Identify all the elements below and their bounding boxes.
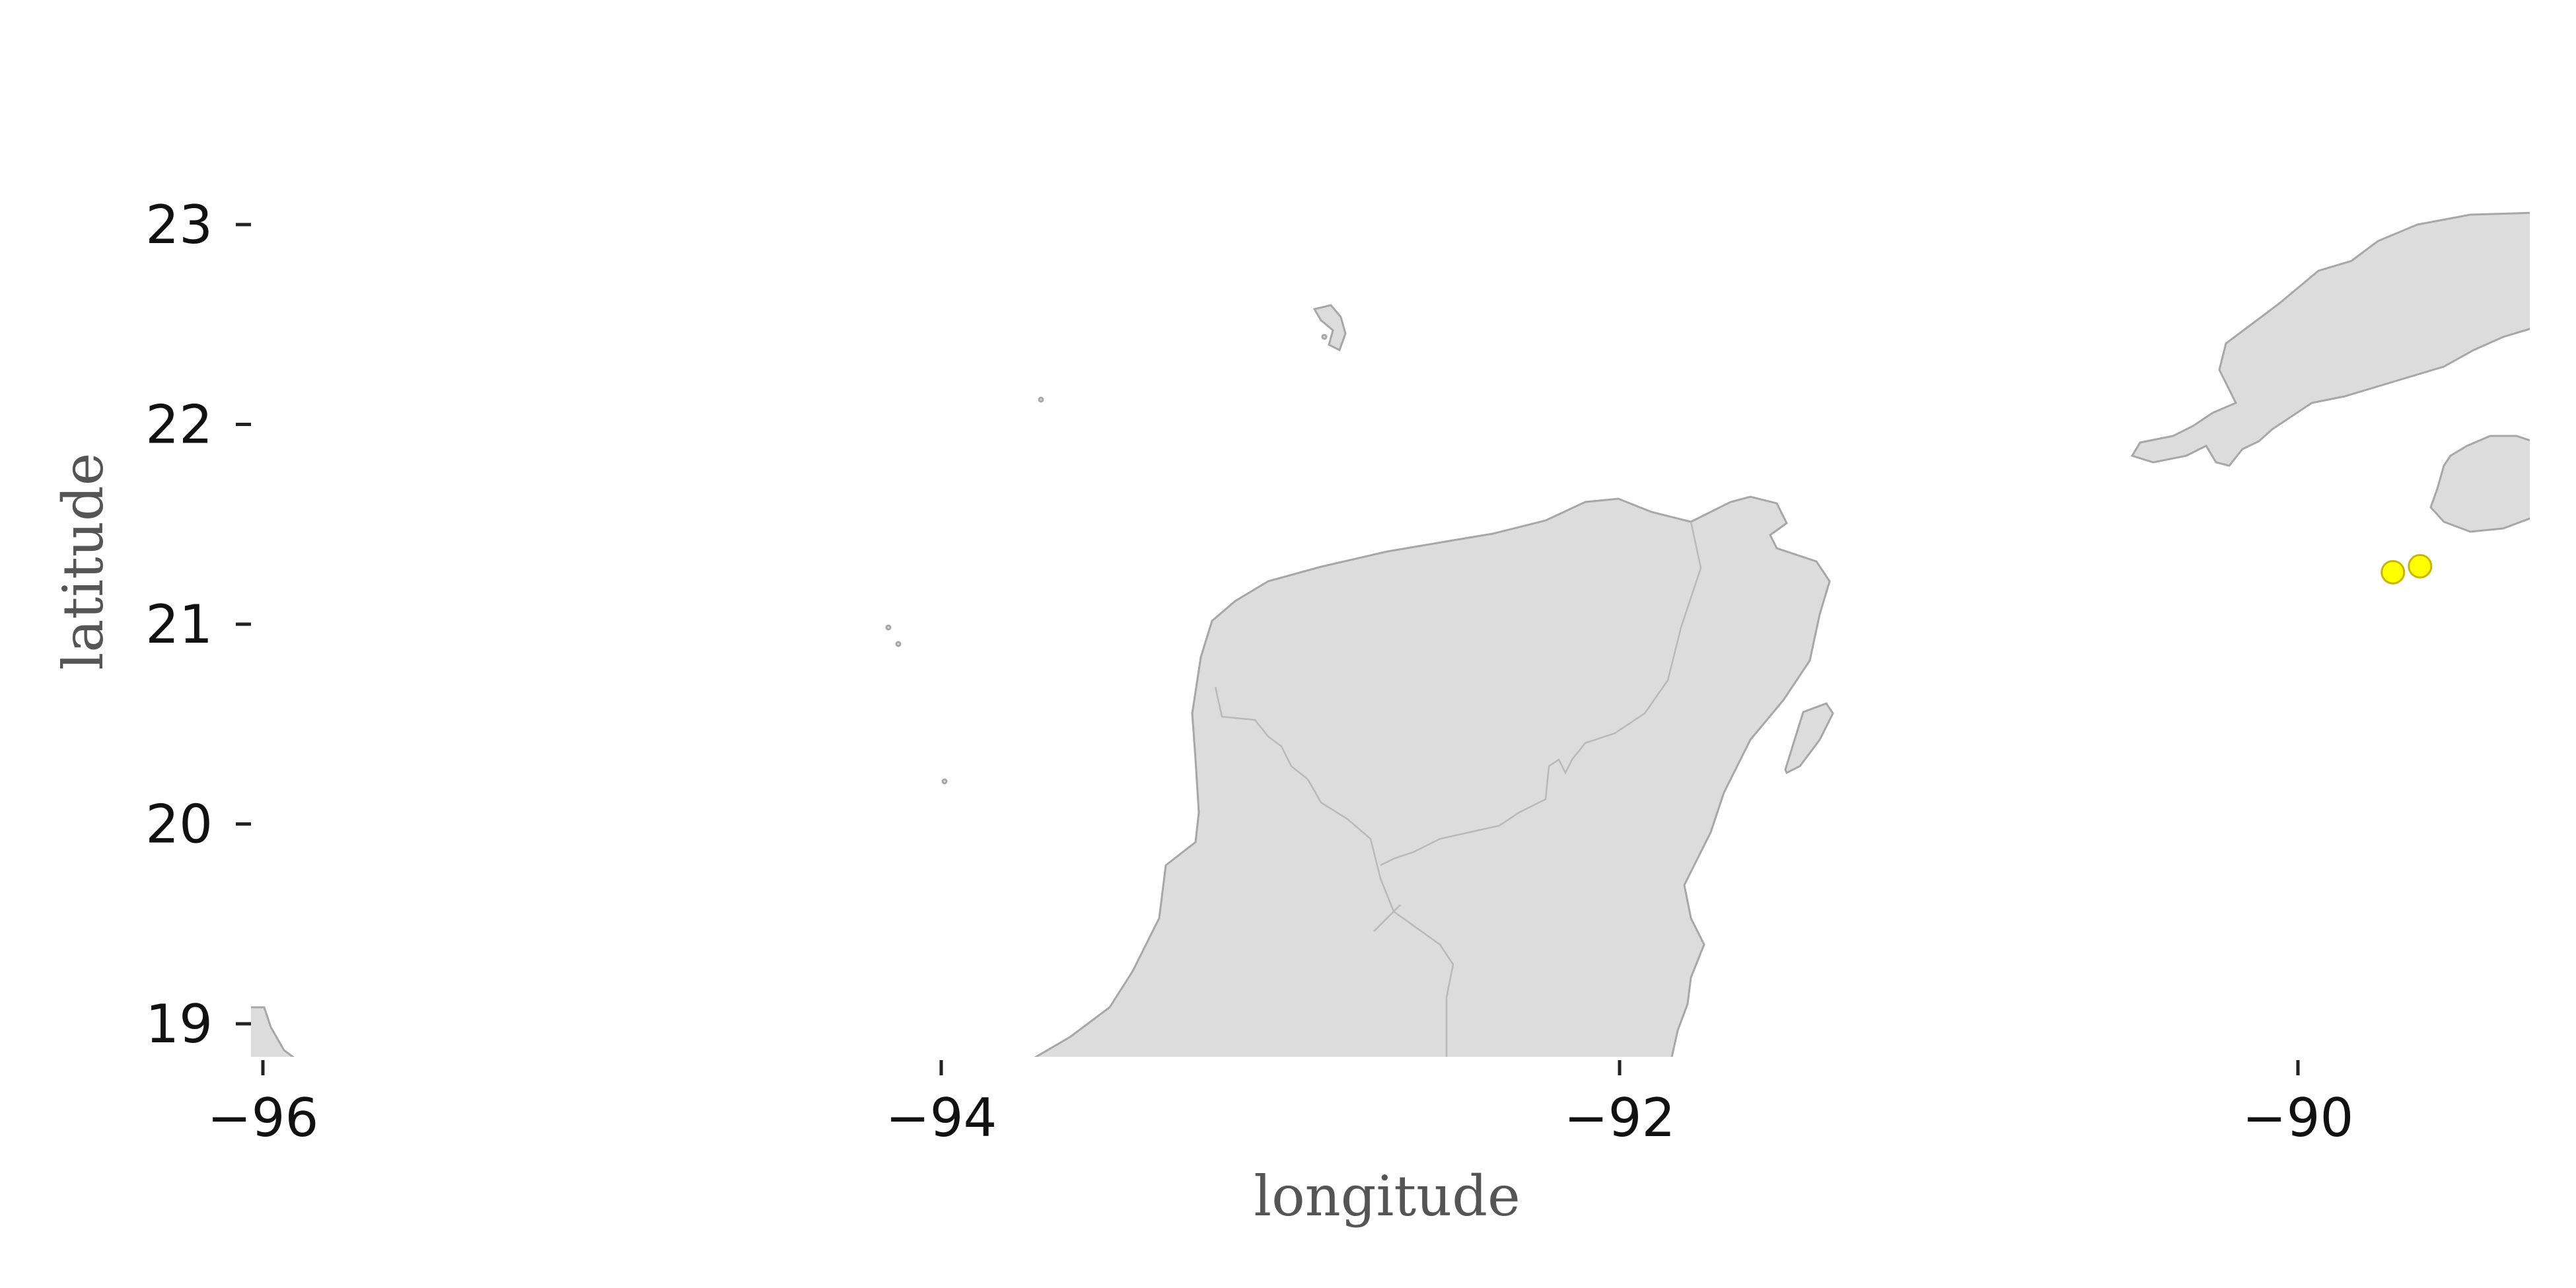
state-border-southern xyxy=(1373,904,1401,932)
x-tick-label: −94 xyxy=(886,1087,997,1149)
y-tick-label: 23 xyxy=(145,194,213,256)
state-border-yucatan-quintana-roo xyxy=(1380,521,1702,867)
x-tick-label: −90 xyxy=(2242,1087,2354,1149)
alacranes-reef xyxy=(1312,304,1347,352)
isla-de-la-juventud xyxy=(2429,435,2530,533)
islet-3 xyxy=(895,641,902,647)
gulf-coast-corner xyxy=(251,1006,295,1057)
state-border-campeche-yucatan xyxy=(1214,686,1454,1057)
cozumel-island xyxy=(1784,702,1834,775)
yucatan-peninsula-landmass xyxy=(1034,495,1831,1057)
points-layer xyxy=(2380,554,2433,585)
x-axis: −96−94−92−90−88−86−84 xyxy=(207,1060,2354,1149)
y-axis: 19 20 21 22 23 xyxy=(145,194,251,1055)
map-point xyxy=(2408,554,2433,579)
y-tick-label: 19 xyxy=(145,993,213,1055)
y-tick-label: 20 xyxy=(145,794,213,855)
islet-4 xyxy=(941,778,948,785)
y-tick-label: 21 xyxy=(145,594,213,655)
y-axis-title: latitude xyxy=(51,453,116,670)
islet-1 xyxy=(1038,396,1044,403)
islet-5 xyxy=(1321,334,1328,340)
y-tick-label: 22 xyxy=(145,394,213,456)
x-tick-label: −92 xyxy=(1564,1087,1676,1149)
x-axis-title: longitude xyxy=(1254,1164,1521,1229)
map-plot-area xyxy=(251,211,2530,1057)
cuba-island xyxy=(2130,211,2530,467)
map-point xyxy=(2380,559,2406,585)
islet-2 xyxy=(885,624,892,631)
x-tick-label: −96 xyxy=(207,1087,319,1149)
